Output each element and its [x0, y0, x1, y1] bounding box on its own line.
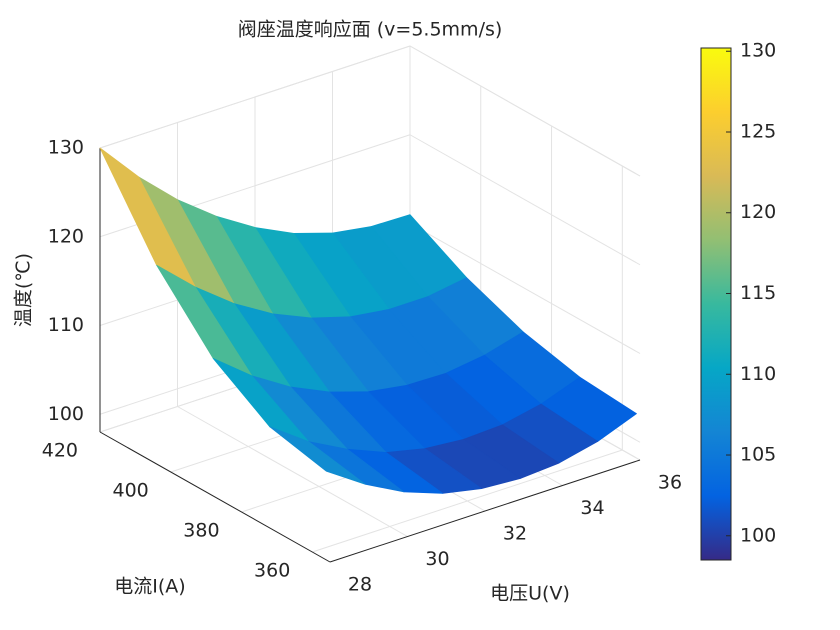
x-axis-line: [329, 459, 641, 563]
colorbar-tick-label: 105: [740, 444, 776, 466]
z-tick-label: 120: [48, 225, 84, 247]
x-tick-label: 30: [425, 548, 449, 570]
x-tick-label: 36: [658, 472, 682, 494]
colorbar-tick-label: 115: [740, 282, 776, 304]
colorbar-tick-label: 100: [740, 524, 776, 546]
y-axis-line: [99, 431, 331, 563]
grid-line: [409, 134, 641, 266]
surface: [99, 147, 637, 494]
colorbar-gradient: [700, 47, 732, 561]
x-tick-label: 32: [503, 523, 527, 545]
x-tick-label: 34: [580, 497, 604, 519]
colorbar: 100 105 110 115 120 125 130: [700, 40, 776, 561]
colorbar-tick-label: 125: [740, 120, 776, 142]
chart-title: 阀座温度响应面 (v=5.5mm/s): [238, 19, 503, 41]
z-tick-label: 130: [48, 137, 84, 159]
z-tick-label: 110: [48, 314, 84, 336]
x-axis-label: 电压U(V): [490, 583, 570, 605]
colorbar-tick-label: 120: [740, 201, 776, 223]
grid-line: [312, 449, 623, 553]
y-tick-label: 380: [183, 520, 219, 542]
y-axis-label: 电流I(A): [114, 576, 185, 598]
back-wall-edge: [99, 45, 641, 177]
y-tick-label: 420: [42, 440, 78, 462]
y-tick-label: 360: [254, 560, 290, 582]
colorbar-tick-label: 130: [740, 40, 776, 62]
labels: 阀座温度响应面 (v=5.5mm/s) 电压U(V) 电流I(A) 温度(℃) …: [13, 19, 683, 605]
grid-line: [409, 45, 641, 177]
colorbar-tick-label: 110: [740, 363, 776, 385]
z-tick-label: 100: [48, 403, 84, 425]
y-tick-label: 400: [113, 480, 149, 502]
axes-box: [99, 148, 641, 563]
grid-line: [177, 406, 408, 537]
z-axis-label: 温度(℃): [13, 253, 35, 327]
grid-line: [409, 223, 641, 354]
x-tick-label: 28: [348, 574, 372, 596]
surface-face: [269, 426, 366, 485]
grid-line: [99, 45, 411, 149]
